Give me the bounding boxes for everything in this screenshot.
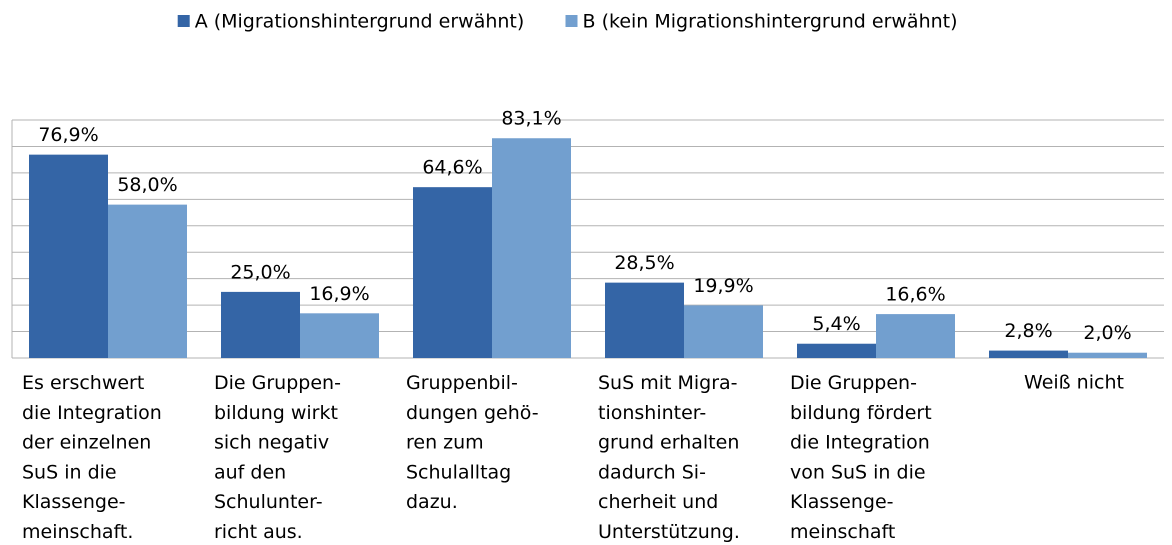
value-label: 83,1% [501, 108, 561, 130]
bar [684, 305, 763, 358]
x-tick-label: Weiß nicht [1024, 372, 1124, 394]
bar [797, 343, 876, 358]
legend-swatch [565, 15, 578, 27]
value-label: 25,0% [230, 261, 290, 283]
value-label: 19,9% [693, 275, 753, 297]
bar [108, 204, 187, 358]
x-tick-label: Gruppenbil-dungen gehö-ren zum Schulallta… [406, 372, 539, 513]
value-label: 5,4% [812, 313, 860, 335]
value-label: 64,6% [422, 157, 482, 179]
value-label: 28,5% [614, 252, 674, 274]
value-label: 58,0% [117, 174, 177, 196]
bar [29, 154, 108, 358]
bar [876, 314, 955, 358]
bar [221, 291, 300, 358]
legend-swatch [177, 15, 190, 27]
value-label: 2,8% [1004, 320, 1052, 342]
bar [300, 313, 379, 358]
value-label: 16,9% [309, 283, 369, 305]
bar [989, 350, 1068, 358]
legend-label: A (Migrationshintergrund erwähnt) [195, 11, 525, 33]
x-tick-label: Es erschwert die Integration der einzelnen… [22, 372, 162, 543]
bar [492, 138, 571, 358]
x-tick-label: SuS mit Migra-tionshinter-grund erhalten… [598, 372, 740, 543]
bar [1068, 352, 1147, 358]
value-label: 16,6% [885, 284, 945, 306]
value-label: 2,0% [1083, 322, 1131, 344]
legend-label: B (kein Migrationshintergrund erwähnt) [583, 11, 958, 33]
value-label: 76,9% [38, 124, 98, 146]
x-tick-label: Die Gruppen-bildung fördert die Integrati… [790, 372, 932, 543]
bar [413, 187, 492, 358]
x-tick-label: Die Gruppen-bildung wirkt sich negativ auf… [214, 372, 341, 543]
bar [605, 282, 684, 358]
